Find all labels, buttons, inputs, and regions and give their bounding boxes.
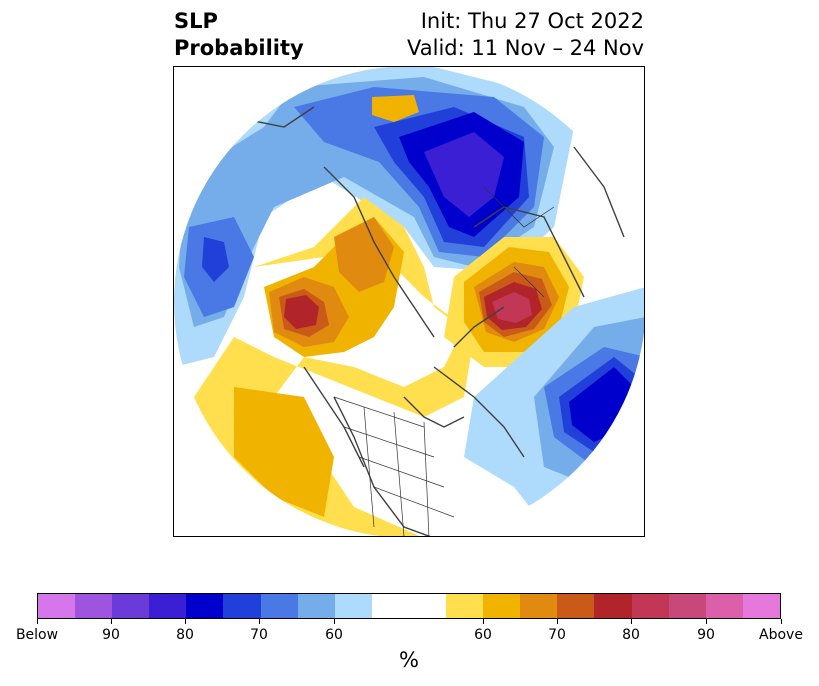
colorbar-swatch — [260, 594, 298, 618]
title-variable: SLP — [174, 9, 218, 33]
colorbar-tick-label: 70 — [548, 627, 566, 643]
colorbar-tick — [185, 619, 186, 624]
country-borders — [333, 186, 555, 536]
map-panel — [173, 66, 645, 537]
colorbar-swatch — [297, 594, 335, 618]
colorbar-tick — [111, 619, 112, 624]
north-america-high-anomaly — [184, 197, 474, 536]
colorbar-swatch — [334, 594, 372, 618]
colorbar-swatch — [557, 594, 595, 618]
probability-map — [174, 67, 644, 536]
colorbar-tick-label: 60 — [325, 627, 343, 643]
colorbar-unit: % — [399, 648, 419, 672]
colorbar-tick-label: Above — [759, 627, 803, 643]
title-type: Probability — [174, 36, 304, 60]
colorbar-swatch — [631, 594, 669, 618]
colorbar-tick — [706, 619, 707, 624]
init-date: Init: Thu 27 Oct 2022 — [420, 9, 644, 33]
colorbar-swatch — [223, 594, 261, 618]
colorbar-tick-label: 80 — [622, 627, 640, 643]
colorbar-tick-label: 90 — [697, 627, 715, 643]
colorbar-tick — [631, 619, 632, 624]
colorbar-swatch — [446, 594, 484, 618]
colorbar-tick — [781, 619, 782, 624]
arctic-high-patch — [372, 95, 419, 122]
map-title: SLP Probability — [174, 8, 304, 62]
colorbar-swatch — [705, 594, 743, 618]
colorbar-swatch — [75, 594, 113, 618]
colorbar-swatch — [186, 594, 224, 618]
colorbar-swatch — [520, 594, 558, 618]
valid-range: Valid: 11 Nov – 24 Nov — [407, 36, 644, 60]
colorbar-tick — [557, 619, 558, 624]
colorbar-tick-label: 60 — [474, 627, 492, 643]
colorbar-swatch — [742, 594, 780, 618]
map-dates: Init: Thu 27 Oct 2022 Valid: 11 Nov – 24… — [407, 8, 644, 62]
colorbar-tick — [37, 619, 38, 624]
colorbar-swatch — [668, 594, 706, 618]
colorbar-tick — [483, 619, 484, 624]
colorbar-tick-label: Below — [15, 627, 59, 643]
colorbar-tick — [259, 619, 260, 624]
colorbar-tick-label: 70 — [250, 627, 268, 643]
colorbar-swatch — [112, 594, 150, 618]
colorbar-swatch — [38, 594, 76, 618]
colorbar-swatch — [149, 594, 187, 618]
colorbar-swatch — [483, 594, 521, 618]
probability-colorbar — [37, 593, 781, 619]
pacific-low-anomaly — [174, 67, 574, 367]
colorbar-swatch — [594, 594, 632, 618]
colorbar-swatch — [371, 594, 447, 618]
colorbar-tick — [334, 619, 335, 624]
colorbar-tick-label: 90 — [102, 627, 120, 643]
colorbar-tick-label: 80 — [176, 627, 194, 643]
